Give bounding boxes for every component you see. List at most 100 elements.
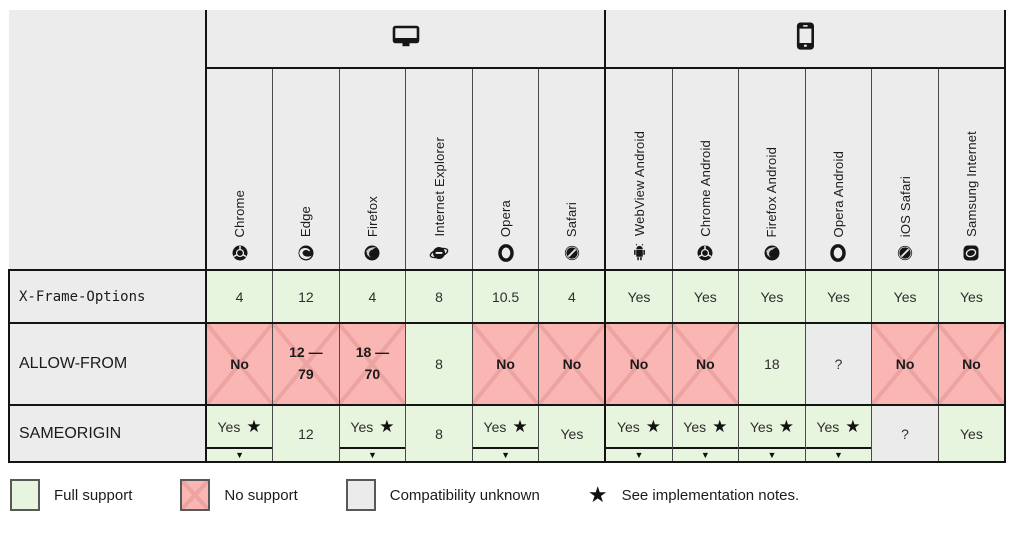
support-value: No — [629, 356, 649, 372]
support-value: No — [895, 356, 915, 372]
support-cell-sameorigin-webview-android[interactable]: Yes ★ ▼ — [604, 404, 673, 463]
mobile-icon — [796, 22, 815, 50]
browser-header-samsung-internet: Samsung Internet — [937, 67, 1006, 271]
support-cell-sameorigin-firefox-android[interactable]: Yes ★ ▼ — [738, 404, 806, 463]
legend-item-unknown: Compatibility unknown — [345, 479, 540, 511]
browser-name: Firefox Android — [764, 146, 780, 237]
support-cell-allow-from-opera: No — [471, 322, 540, 406]
support-cell-allow-from-safari: No — [538, 322, 606, 406]
support-cell-allow-from-chrome: No — [205, 322, 274, 406]
chevron-down-icon: ▼ — [501, 450, 511, 460]
notes-expander[interactable]: ▼ — [472, 447, 539, 461]
browser-name: Samsung Internet — [963, 131, 979, 237]
support-cell-sameorigin-internet-explorer: 8 — [405, 404, 473, 463]
browser-name: Firefox — [364, 195, 380, 237]
support-value: 8 — [435, 288, 443, 305]
version-range: 12 —79 — [289, 344, 323, 382]
opera-android-icon — [829, 244, 847, 262]
firefox-icon — [363, 244, 381, 262]
support-value: No — [962, 356, 981, 372]
chevron-down-icon: ▼ — [700, 450, 710, 460]
browser-header-opera-android: Opera Android — [804, 67, 873, 271]
support-cell-sameorigin-chrome[interactable]: Yes ★ ▼ — [205, 404, 274, 463]
browser-header-firefox: Firefox — [338, 67, 407, 271]
support-cell-x-frame-options-edge: 12 — [272, 269, 340, 324]
browser-header-chrome-android: Chrome Android — [671, 67, 740, 271]
legend-item-notes: ★ See implementation notes. — [588, 484, 799, 506]
support-value: No — [496, 356, 515, 372]
support-value: Yes — [560, 425, 584, 442]
support-cell-x-frame-options-chrome: 4 — [205, 269, 274, 324]
support-cell-allow-from-firefox-android: 18 — [738, 322, 806, 406]
support-cell-allow-from-samsung-internet: No — [937, 322, 1006, 406]
browser-header-chrome: Chrome — [205, 67, 274, 271]
notes-expander[interactable]: ▼ — [207, 447, 273, 461]
support-value: Yes — [960, 288, 983, 305]
desktop-icon — [391, 24, 421, 49]
support-value: Yes — [960, 425, 983, 442]
browser-name: WebView Android — [631, 130, 647, 236]
support-value: Yes — [350, 418, 374, 435]
version-range: 18 —70 — [355, 344, 390, 382]
support-cell-allow-from-firefox: 18 —70 — [338, 322, 407, 406]
support-cell-x-frame-options-firefox-android: Yes — [738, 269, 806, 324]
legend-label-full-support: Full support — [54, 486, 133, 504]
chevron-down-icon: ▼ — [235, 450, 244, 460]
browser-name: Opera Android — [830, 150, 846, 237]
internet-explorer-icon — [429, 244, 449, 262]
legend: Full support No support Compatibility un… — [10, 479, 1013, 511]
support-cell-x-frame-options-safari: 4 — [538, 269, 606, 324]
desktop-group-header — [205, 10, 606, 69]
legend-item-full-support: Full support — [10, 479, 132, 511]
notes-expander[interactable]: ▼ — [606, 447, 672, 461]
chevron-down-icon: ▼ — [634, 450, 644, 460]
browser-header-edge: Edge — [272, 67, 340, 271]
feature-row-x-frame-options: X-Frame-Options 4 12 4 8 10.5 4 Yes Yes Yes Yes Yes… — [8, 269, 1006, 324]
support-cell-sameorigin-opera[interactable]: Yes ★ ▼ — [471, 404, 540, 463]
table-corner — [9, 10, 207, 270]
browser-name: Opera — [498, 199, 514, 237]
no-support-swatch — [180, 479, 211, 511]
legend-label-notes: See implementation notes. — [621, 486, 800, 504]
support-value: 12 — [298, 425, 314, 442]
support-cell-sameorigin-chrome-android[interactable]: Yes ★ ▼ — [671, 404, 740, 463]
support-value: Yes — [217, 418, 241, 435]
edge-icon — [297, 244, 315, 262]
notes-expander[interactable]: ▼ — [805, 447, 872, 461]
support-cell-x-frame-options-internet-explorer: 8 — [405, 269, 473, 324]
notes-expander[interactable]: ▼ — [672, 447, 739, 461]
star-icon: ★ — [512, 417, 528, 436]
support-cell-sameorigin-samsung-internet: Yes — [937, 404, 1006, 463]
support-value: Yes — [693, 288, 717, 305]
browser-name: Chrome Android — [697, 140, 713, 237]
browser-name: Chrome — [232, 189, 248, 237]
star-icon: ★ — [845, 417, 861, 436]
support-value: 4 — [235, 288, 244, 305]
full-support-swatch — [10, 479, 40, 511]
browser-header-safari: Safari — [538, 67, 606, 271]
support-value: 4 — [368, 288, 377, 305]
support-cell-allow-from-opera-android: ? — [804, 322, 873, 406]
support-value: Yes — [616, 418, 640, 435]
support-value: 10.5 — [491, 288, 520, 305]
star-icon: ★ — [587, 482, 608, 507]
support-cell-x-frame-options-chrome-android: Yes — [671, 269, 740, 324]
row-label-allow-from: ALLOW-FROM — [8, 322, 207, 406]
support-cell-allow-from-internet-explorer: 8 — [405, 322, 473, 406]
chevron-down-icon: ▼ — [834, 450, 843, 460]
browser-compat-table: Chrome Edge Firefox Internet Explorer Opera S… — [8, 10, 1006, 463]
notes-expander[interactable]: ▼ — [739, 447, 805, 461]
feature-row-allow-from: ALLOW-FROM No 12 —79 18 —70 8 No No No No 18? No No — [8, 322, 1006, 406]
support-cell-sameorigin-firefox[interactable]: Yes ★ ▼ — [338, 404, 407, 463]
notes-expander[interactable]: ▼ — [339, 447, 406, 461]
browser-header-webview-android: WebView Android — [604, 67, 673, 271]
browser-name: Internet Explorer — [431, 137, 447, 237]
webview-android-icon — [631, 243, 648, 262]
ios-safari-icon — [896, 244, 914, 262]
support-cell-allow-from-ios-safari: No — [871, 322, 939, 406]
support-value: Yes — [827, 288, 850, 305]
support-value: 18 — [764, 356, 780, 372]
support-cell-x-frame-options-ios-safari: Yes — [871, 269, 939, 324]
support-value: No — [562, 356, 582, 372]
support-cell-sameorigin-opera-android[interactable]: Yes ★ ▼ — [804, 404, 873, 463]
